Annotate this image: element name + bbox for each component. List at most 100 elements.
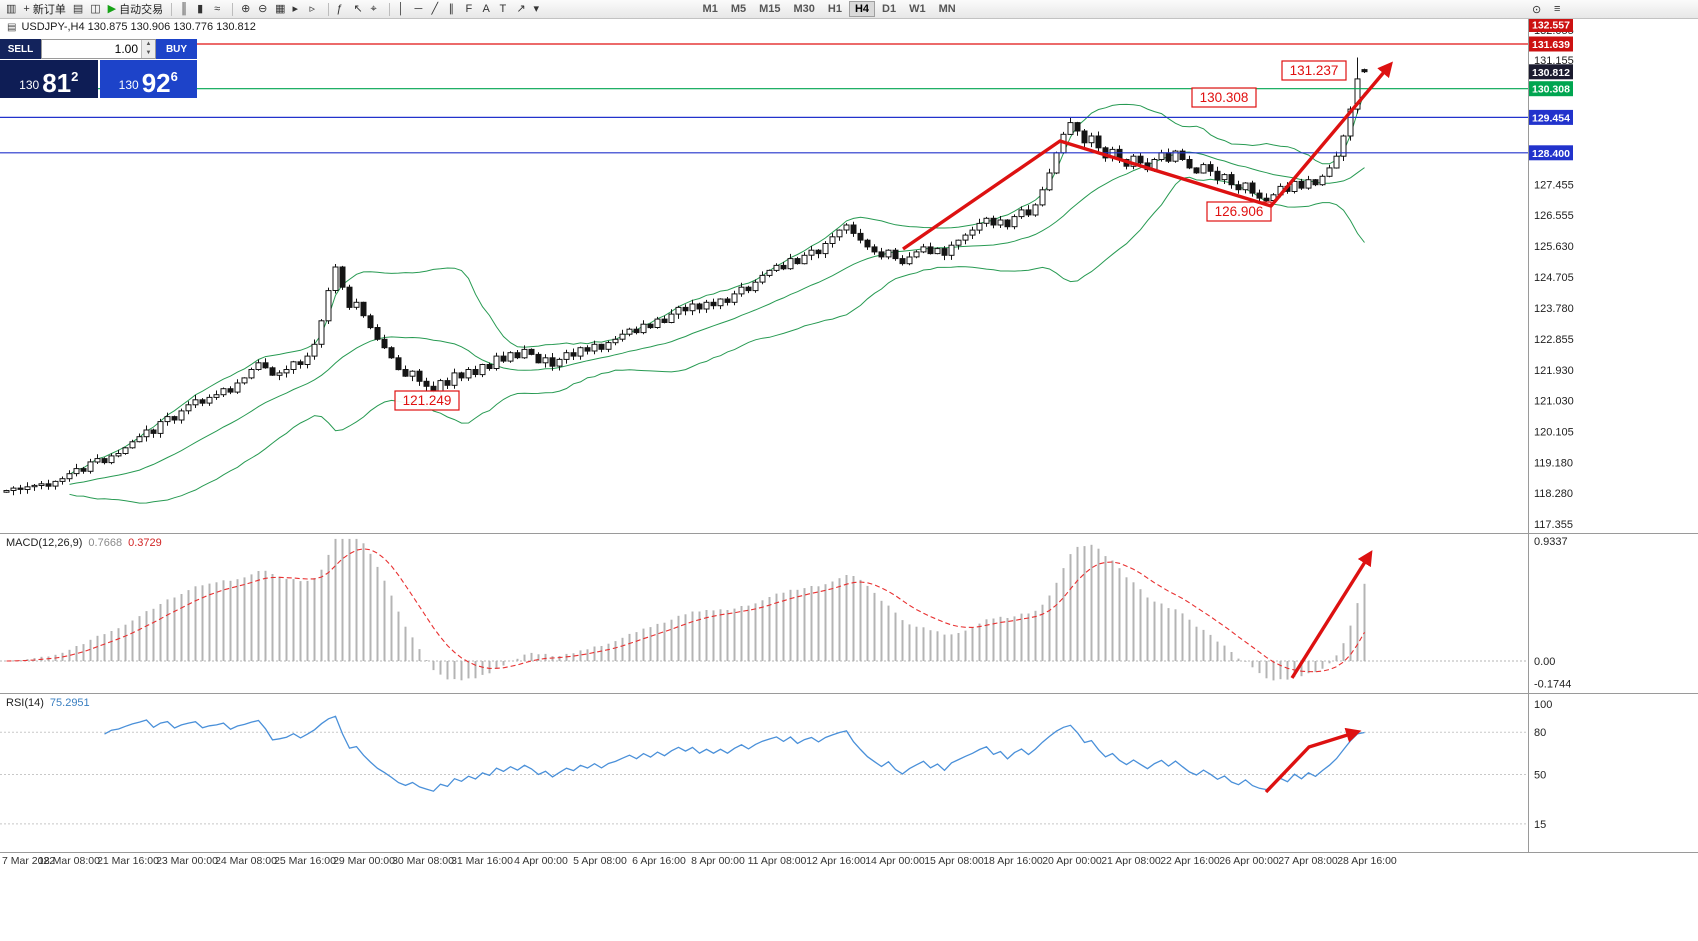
candle [948, 244, 955, 256]
candle [444, 380, 451, 386]
trend-arrow-rsi[interactable] [1264, 727, 1362, 794]
candle [500, 355, 507, 362]
sell-button[interactable]: SELL [0, 39, 41, 59]
timeframe-d1[interactable]: D1 [882, 3, 897, 15]
buy-button[interactable]: BUY [156, 39, 197, 59]
buy-price[interactable]: 130 92 6 [99, 60, 197, 98]
candle [1053, 152, 1060, 174]
zoom-in-icon[interactable]: ⊕ [241, 2, 251, 15]
timeframe-mn[interactable]: MN [938, 3, 956, 15]
one-click-trading-panel: SELL 1.00 ▲ ▼ BUY 130 81 2 130 92 6 [0, 39, 197, 98]
candle [409, 370, 416, 377]
rsi-layer [0, 715, 1528, 825]
line-chart-icon[interactable]: ≈ [214, 2, 221, 15]
label-icon[interactable]: T [499, 2, 507, 15]
volume-spinner: ▲ ▼ [141, 40, 155, 58]
candle [1088, 135, 1095, 144]
search-icon[interactable]: ⊙ [1532, 3, 1542, 16]
candle [3, 490, 10, 493]
candle [689, 303, 696, 312]
timeframe-m15[interactable]: M15 [759, 3, 781, 15]
timeframe-h1[interactable]: H1 [827, 3, 842, 15]
time-axis-label: 25 Mar 16:00 [274, 855, 336, 867]
macd-axis-label: -0.1744 [1534, 678, 1571, 690]
timeframe-h4[interactable]: H4 [848, 1, 876, 17]
candle [871, 246, 878, 253]
time-axis-label: 21 Mar 16:00 [97, 855, 159, 867]
candle [486, 364, 493, 369]
buy-price-prefix: 130 [118, 78, 139, 92]
candle [115, 453, 122, 457]
candle [367, 315, 374, 329]
market-watch-icon[interactable]: ▤ [72, 2, 84, 15]
volume-down-button[interactable]: ▼ [145, 50, 152, 56]
vertical-line-icon[interactable]: │ [397, 2, 405, 15]
timeframe-m30[interactable]: M30 [793, 3, 815, 15]
candle [1193, 167, 1200, 174]
shapes-dropdown-icon[interactable]: ▾ [533, 2, 540, 15]
candle [815, 249, 822, 255]
bollinger-upper [69, 92, 1365, 476]
candle [745, 286, 752, 292]
new-order-button[interactable]: + 新订单 [23, 2, 66, 17]
candle [1333, 155, 1340, 169]
timeframe-m5[interactable]: M5 [730, 3, 747, 15]
text-icon[interactable]: A [482, 2, 490, 15]
price-axis-label: 124.705 [1534, 272, 1574, 284]
rsi-axis-label: 15 [1534, 819, 1546, 831]
volume-up-button[interactable]: ▲ [145, 41, 152, 47]
arrows-icon[interactable]: ↗ [516, 2, 526, 15]
fibonacci-icon[interactable]: F [465, 2, 473, 15]
volume-value[interactable]: 1.00 [114, 42, 138, 56]
price-label-annotation[interactable] [394, 390, 460, 411]
horizontal-line-icon[interactable]: ─ [414, 2, 423, 15]
auto-scroll-icon[interactable]: ▸ [292, 2, 299, 15]
bar-chart-icon[interactable]: ║ [180, 2, 188, 15]
candle [1186, 159, 1193, 169]
timeframe-w1[interactable]: W1 [909, 3, 926, 15]
crosshair-icon[interactable]: ⌖ [370, 2, 377, 15]
candle [1200, 164, 1207, 174]
navigator-icon[interactable]: ◫ [90, 2, 101, 15]
price-label-annotation[interactable] [1191, 87, 1257, 108]
terminal-icon[interactable]: ▥ [6, 2, 17, 15]
chart-shift-icon[interactable]: ▹ [309, 2, 316, 15]
sell-price-pip: 2 [71, 69, 79, 84]
trendline-icon[interactable]: ╱ [431, 2, 439, 15]
tile-windows-icon[interactable]: ▦ [275, 2, 286, 15]
bollinger-lower [69, 176, 1365, 504]
candle [661, 318, 668, 324]
candle [38, 483, 45, 486]
price-axis[interactable]: 132.055131.155127.455126.555125.630124.7… [1529, 17, 1574, 831]
price-label-annotation[interactable] [1206, 201, 1272, 222]
zoom-out-icon[interactable]: ⊖ [258, 2, 268, 15]
sell-price[interactable]: 130 81 2 [0, 60, 98, 98]
trend-arrow-macd[interactable] [1290, 550, 1373, 679]
candle [220, 388, 227, 396]
candle [1354, 78, 1361, 110]
candle [605, 342, 612, 350]
candlestick-chart-icon[interactable]: ▮ [197, 2, 204, 15]
cursor-icon[interactable]: ↖ [353, 2, 363, 15]
indicators-icon[interactable]: ƒ [336, 2, 343, 15]
trend-arrow-main[interactable] [902, 61, 1393, 251]
volume-field[interactable]: 1.00 ▲ ▼ [41, 39, 156, 59]
time-axis-label: 18 Mar 08:00 [38, 855, 100, 867]
candle [780, 264, 787, 270]
candle [1347, 108, 1354, 137]
candle [1291, 180, 1298, 192]
price-label-annotation[interactable] [1281, 60, 1347, 81]
price-axis-label: 123.780 [1534, 303, 1574, 315]
candle [654, 318, 661, 329]
autotrade-button[interactable]: ▶ 自动交易 [107, 2, 164, 17]
channel-icon[interactable]: ∥ [448, 2, 455, 15]
candle [171, 416, 178, 421]
menu-icon[interactable]: ≡ [1554, 3, 1561, 15]
time-axis-label: 15 Apr 08:00 [924, 855, 984, 867]
candle [1298, 180, 1305, 189]
timeframe-m1[interactable]: M1 [702, 3, 718, 15]
candle [402, 369, 409, 377]
